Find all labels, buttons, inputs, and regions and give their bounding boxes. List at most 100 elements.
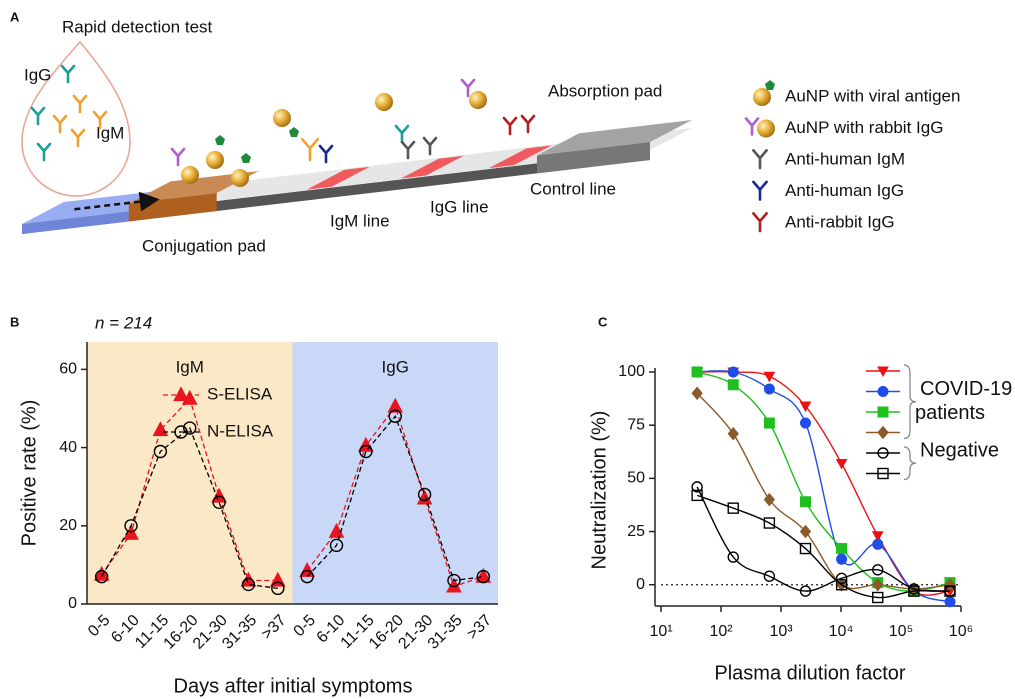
antigen-icon — [241, 153, 251, 163]
data-point — [94, 569, 109, 584]
legend-label: AuNP with rabbit IgG — [785, 118, 943, 137]
data-point — [241, 577, 256, 592]
x-tick-label: 10³ — [769, 623, 793, 640]
series-line — [101, 426, 278, 590]
legend-marker — [877, 447, 889, 459]
test-strip — [22, 64, 692, 234]
gold-particle — [469, 91, 487, 109]
data-point — [763, 417, 775, 429]
x-tick-label: 10⁴ — [829, 623, 854, 640]
data-point — [835, 458, 848, 470]
legend-marker — [173, 386, 189, 402]
strip-side — [22, 209, 148, 234]
diagram-title: Rapid detection test — [62, 17, 213, 36]
gold-particle — [757, 119, 775, 138]
legend-label: Anti-human IgG — [785, 181, 904, 200]
antibody-icon — [752, 180, 768, 201]
data-point — [417, 487, 432, 502]
antibody-icon — [60, 64, 76, 84]
series-line — [306, 415, 484, 582]
x-tick-label: 31-35 — [219, 612, 260, 653]
legend-group-label: Negative — [920, 440, 999, 462]
data-point — [763, 492, 776, 507]
antibody-icon — [422, 136, 438, 156]
antigen-icon — [765, 80, 775, 90]
data-point — [799, 401, 812, 413]
sample-drop — [21, 40, 131, 197]
group-background — [292, 342, 498, 604]
y-tick-label: 75 — [627, 416, 645, 433]
data-point — [763, 371, 776, 383]
test-line — [488, 145, 552, 169]
y-tick-label: 0 — [68, 595, 77, 612]
antibody-icon — [52, 114, 68, 134]
x-axis-label: Plasma dilution factor — [714, 662, 906, 684]
legend-marker — [877, 467, 889, 480]
gold-particle — [753, 88, 771, 106]
data-point — [799, 542, 812, 555]
strip-side — [128, 193, 217, 222]
panel-letter: A — [10, 9, 20, 24]
antibody-icon — [502, 116, 518, 136]
y-tick-label: 40 — [59, 439, 77, 456]
x-tick-label: >37 — [258, 612, 289, 643]
data-point — [183, 421, 197, 435]
panel-letter: B — [10, 314, 19, 329]
antibody-icon — [36, 142, 52, 162]
data-point — [727, 366, 739, 378]
data-point — [300, 569, 314, 584]
x-axis-label: Days after initial symptoms — [174, 675, 413, 697]
pad-label: Absorption pad — [548, 81, 662, 100]
legend-marker — [174, 425, 188, 439]
data-point — [388, 409, 402, 423]
data-point — [124, 519, 138, 533]
data-point — [872, 538, 884, 550]
gold-particle — [273, 109, 291, 127]
gold-particle — [375, 93, 393, 111]
antigen-icon — [289, 127, 299, 137]
antibody-icon — [400, 140, 416, 160]
y-tick-label: 100 — [618, 363, 645, 380]
y-axis-label: Neutralization (%) — [588, 411, 610, 570]
legend-label: AuNP with viral antigen — [785, 86, 960, 105]
antibody-icon — [30, 106, 46, 126]
data-point — [799, 524, 812, 539]
diagram-legend: AuNP with viral antigen AuNP with rabbit … — [744, 80, 960, 233]
data-point — [727, 379, 739, 391]
data-point — [212, 495, 226, 510]
x-tick-label: 10² — [709, 623, 733, 640]
y-tick-label: 60 — [59, 361, 77, 378]
antibody-icon — [300, 137, 320, 162]
x-tick-label: 10⁶ — [949, 623, 973, 640]
data-point — [836, 553, 848, 565]
strip-top — [128, 171, 259, 204]
data-point — [763, 517, 776, 529]
data-point — [271, 581, 285, 596]
data-point — [799, 496, 811, 508]
data-point — [359, 444, 373, 459]
fit-curve — [697, 370, 951, 603]
data-point — [211, 487, 227, 503]
x-tick-label: >37 — [464, 612, 495, 643]
data-point — [908, 585, 920, 597]
line-label: IgG line — [430, 197, 489, 216]
strip-top — [536, 120, 692, 156]
antibody-icon — [394, 124, 410, 144]
legend-group-label: patients — [915, 402, 985, 424]
antibody-icon — [92, 110, 108, 130]
data-point — [727, 502, 739, 514]
antibody-icon — [752, 212, 768, 233]
gold-particle — [231, 169, 249, 187]
panel-a: A Rapid detection test IgG IgM Conjugati… — [10, 9, 960, 255]
data-point — [944, 596, 956, 608]
data-point — [476, 569, 491, 584]
antibody-icon — [460, 78, 476, 98]
data-point — [691, 366, 703, 378]
x-tick-label: 31-35 — [425, 612, 466, 653]
gold-particle — [181, 166, 199, 184]
y-axis-label: Positive rate (%) — [18, 400, 40, 547]
data-point — [387, 397, 404, 413]
data-point — [328, 522, 345, 538]
legend-marker — [877, 386, 889, 397]
